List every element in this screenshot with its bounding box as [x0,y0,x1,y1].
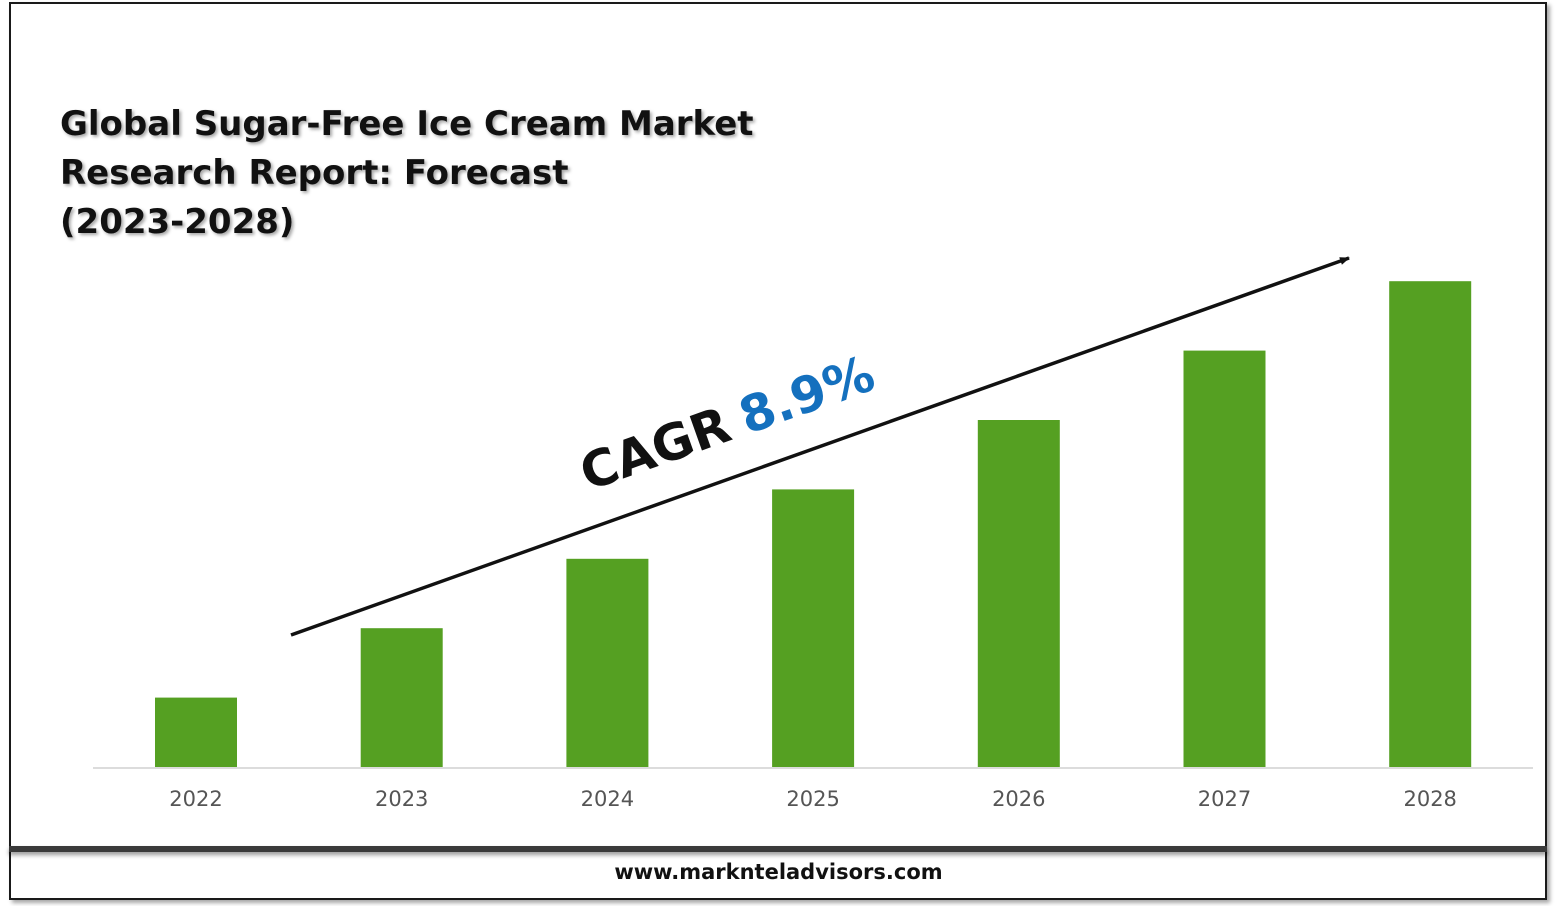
bar-2026 [977,420,1060,767]
title-line-2: Research Report: Forecast [60,153,569,193]
x-tick-2027: 2027 [1198,787,1251,811]
title-line-1: Global Sugar-Free Ice Cream Market [60,104,754,144]
footer-url: www.marknteladvisors.com [614,860,943,884]
trend-arrow [290,256,1350,637]
x-tick-2028: 2028 [1403,787,1456,811]
x-tick-2025: 2025 [786,787,839,811]
x-tick-2023: 2023 [375,787,428,811]
title-line-3: (2023-2028) [60,202,295,242]
chart-title: Global Sugar-Free Ice Cream Market Resea… [60,100,820,247]
bar-2027 [1183,350,1266,767]
bars-group [155,281,1472,767]
x-tick-2022: 2022 [169,787,222,811]
cagr-value: 8.9% [732,344,882,445]
bar-2024 [566,558,649,767]
bar-2025 [772,489,855,767]
bar-2023 [360,628,443,767]
x-tick-2024: 2024 [581,787,634,811]
footer-divider [9,846,1547,852]
x-tick-labels: 2022 2023 2024 2025 2026 2027 2028 [169,787,1457,811]
bar-2028 [1389,281,1472,767]
bar-2022 [155,697,237,767]
x-tick-2026: 2026 [992,787,1045,811]
